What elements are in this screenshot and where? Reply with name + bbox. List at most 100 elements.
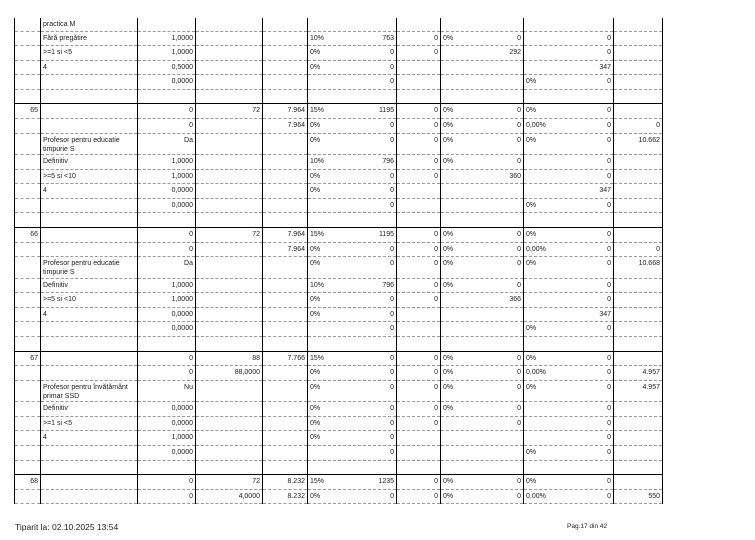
table-cell bbox=[440, 459, 524, 475]
cell-value: 0 bbox=[607, 325, 611, 333]
table-cell bbox=[195, 45, 263, 61]
cell-value: 1235 bbox=[378, 478, 394, 486]
table-cell: 0% 0 bbox=[523, 321, 614, 337]
table-cell bbox=[14, 59, 41, 75]
row-label: 4 bbox=[43, 434, 47, 442]
table-row: 0,0000 0 0% 0 bbox=[14, 444, 663, 461]
table-cell bbox=[14, 132, 41, 155]
cell-value: 0 bbox=[390, 492, 394, 500]
table-cell: 0 bbox=[137, 103, 196, 119]
cell-value: 0 bbox=[517, 245, 521, 253]
table-row: 0 7.964 0% 0 0 0% 0 0,00% 0 0 bbox=[14, 241, 663, 257]
table-cell bbox=[14, 241, 41, 257]
cell-value: 0% bbox=[526, 107, 537, 115]
cell-value: 0% bbox=[443, 369, 454, 377]
table-cell: 0,00% 0 bbox=[523, 365, 614, 381]
cell-value: 0% bbox=[526, 478, 537, 486]
table-cell: 0,0000 bbox=[137, 401, 196, 417]
cell-value: 0% bbox=[310, 260, 321, 268]
table-cell: 0 bbox=[307, 74, 397, 90]
table-body: practica M Fără pregătire 1,0000 10% 763 0 0% 0… bbox=[14, 18, 663, 505]
table-cell bbox=[195, 154, 263, 170]
cell-value: 0 bbox=[390, 448, 394, 456]
page-number: Pag.17 din 42 bbox=[567, 523, 608, 530]
table-cell: 88 bbox=[195, 350, 263, 366]
table-cell bbox=[195, 241, 263, 257]
table-cell bbox=[137, 18, 196, 31]
table-cell: 0,5000 bbox=[137, 59, 196, 75]
table-cell bbox=[40, 197, 138, 213]
table-cell bbox=[137, 88, 196, 104]
table-cell: 0 bbox=[523, 168, 614, 184]
table-cell bbox=[523, 18, 614, 31]
table-cell bbox=[613, 335, 663, 352]
table-cell bbox=[14, 335, 41, 352]
table-cell: 0 bbox=[137, 474, 196, 490]
cell-value: 4,0000 bbox=[238, 492, 260, 500]
table-cell bbox=[396, 459, 441, 475]
table-cell bbox=[40, 88, 138, 104]
table-cell: 0,0000 bbox=[137, 197, 196, 213]
table-cell: 0 bbox=[523, 154, 614, 170]
table-cell: 0 bbox=[396, 168, 441, 184]
table-cell: 1,0000 bbox=[137, 292, 196, 308]
table-cell: 0% 0 bbox=[523, 74, 614, 90]
table-cell: 1,0000 bbox=[137, 277, 196, 293]
table-cell: 0 bbox=[396, 256, 441, 279]
table-row: 67 0 88 7.766 15% 0 0 0% 0 0% 0 bbox=[14, 350, 663, 366]
table-cell: 0% 0 bbox=[440, 227, 524, 243]
table-cell: 0% 0 bbox=[307, 292, 397, 308]
table-row: 4 0,0000 0% 0 347 bbox=[14, 183, 663, 199]
table-cell: 0% 0 bbox=[440, 401, 524, 417]
table-row bbox=[14, 459, 663, 475]
table-cell bbox=[14, 444, 41, 461]
cell-value: 0 bbox=[607, 369, 611, 377]
cell-value: 0 bbox=[607, 49, 611, 57]
cell-value: 0% bbox=[310, 492, 321, 500]
table-row: Fără pregătire 1,0000 10% 763 0 0% 0 0 bbox=[14, 30, 663, 46]
cell-value: 0 bbox=[607, 492, 611, 500]
table-cell: 0% 0 bbox=[440, 30, 524, 46]
cell-value: 0 bbox=[517, 405, 521, 413]
table-cell bbox=[14, 118, 41, 134]
cell-value: 0 bbox=[434, 107, 438, 115]
table-cell: 550 bbox=[613, 488, 663, 505]
table-cell: 0% 0 bbox=[307, 488, 397, 505]
cell-value: 0 bbox=[390, 354, 394, 362]
table-cell: >=5 si <10 bbox=[40, 292, 138, 308]
table-cell bbox=[396, 335, 441, 352]
cell-value: 0 bbox=[390, 63, 394, 71]
table-row: >=5 si <10 1,0000 0% 0 0 360 0 bbox=[14, 168, 663, 184]
cell-value: 1195 bbox=[378, 107, 394, 115]
table-cell: 15% 1195 bbox=[307, 103, 397, 119]
table-cell bbox=[262, 45, 308, 61]
cell-value: 0 bbox=[517, 354, 521, 362]
table-cell bbox=[262, 444, 308, 461]
cell-value: 1,0000 bbox=[171, 296, 193, 304]
cell-value: 0 bbox=[390, 201, 394, 209]
cell-value: 0 bbox=[607, 122, 611, 130]
table-cell bbox=[195, 118, 263, 134]
table-cell bbox=[613, 74, 663, 90]
table-row: 0 7.964 0% 0 0 0% 0 0,00% 0 0 bbox=[14, 118, 663, 134]
row-label: >=1 si <5 bbox=[43, 49, 72, 57]
table-cell bbox=[396, 212, 441, 228]
table-cell bbox=[440, 197, 524, 213]
table-cell: 0% 0 bbox=[523, 256, 614, 279]
row-label: Definitiv bbox=[43, 405, 68, 413]
table-cell bbox=[40, 474, 138, 490]
cell-value: 0 bbox=[390, 245, 394, 253]
cell-value: 0 bbox=[390, 49, 394, 57]
table-cell: 0 bbox=[396, 401, 441, 417]
table-cell: 0 bbox=[523, 415, 614, 431]
table-cell bbox=[613, 474, 663, 490]
cell-value: 0,00% bbox=[526, 492, 546, 500]
cell-value: 15% bbox=[310, 231, 325, 239]
cell-value: 0 bbox=[390, 187, 394, 195]
cell-value: 0% bbox=[310, 434, 321, 442]
cell-value: 0% bbox=[526, 260, 537, 268]
cell-value: 7.964 bbox=[287, 245, 305, 253]
table-cell: Definitiv bbox=[40, 401, 138, 417]
table-cell: 0 bbox=[523, 30, 614, 46]
cell-value: 550 bbox=[648, 492, 660, 500]
